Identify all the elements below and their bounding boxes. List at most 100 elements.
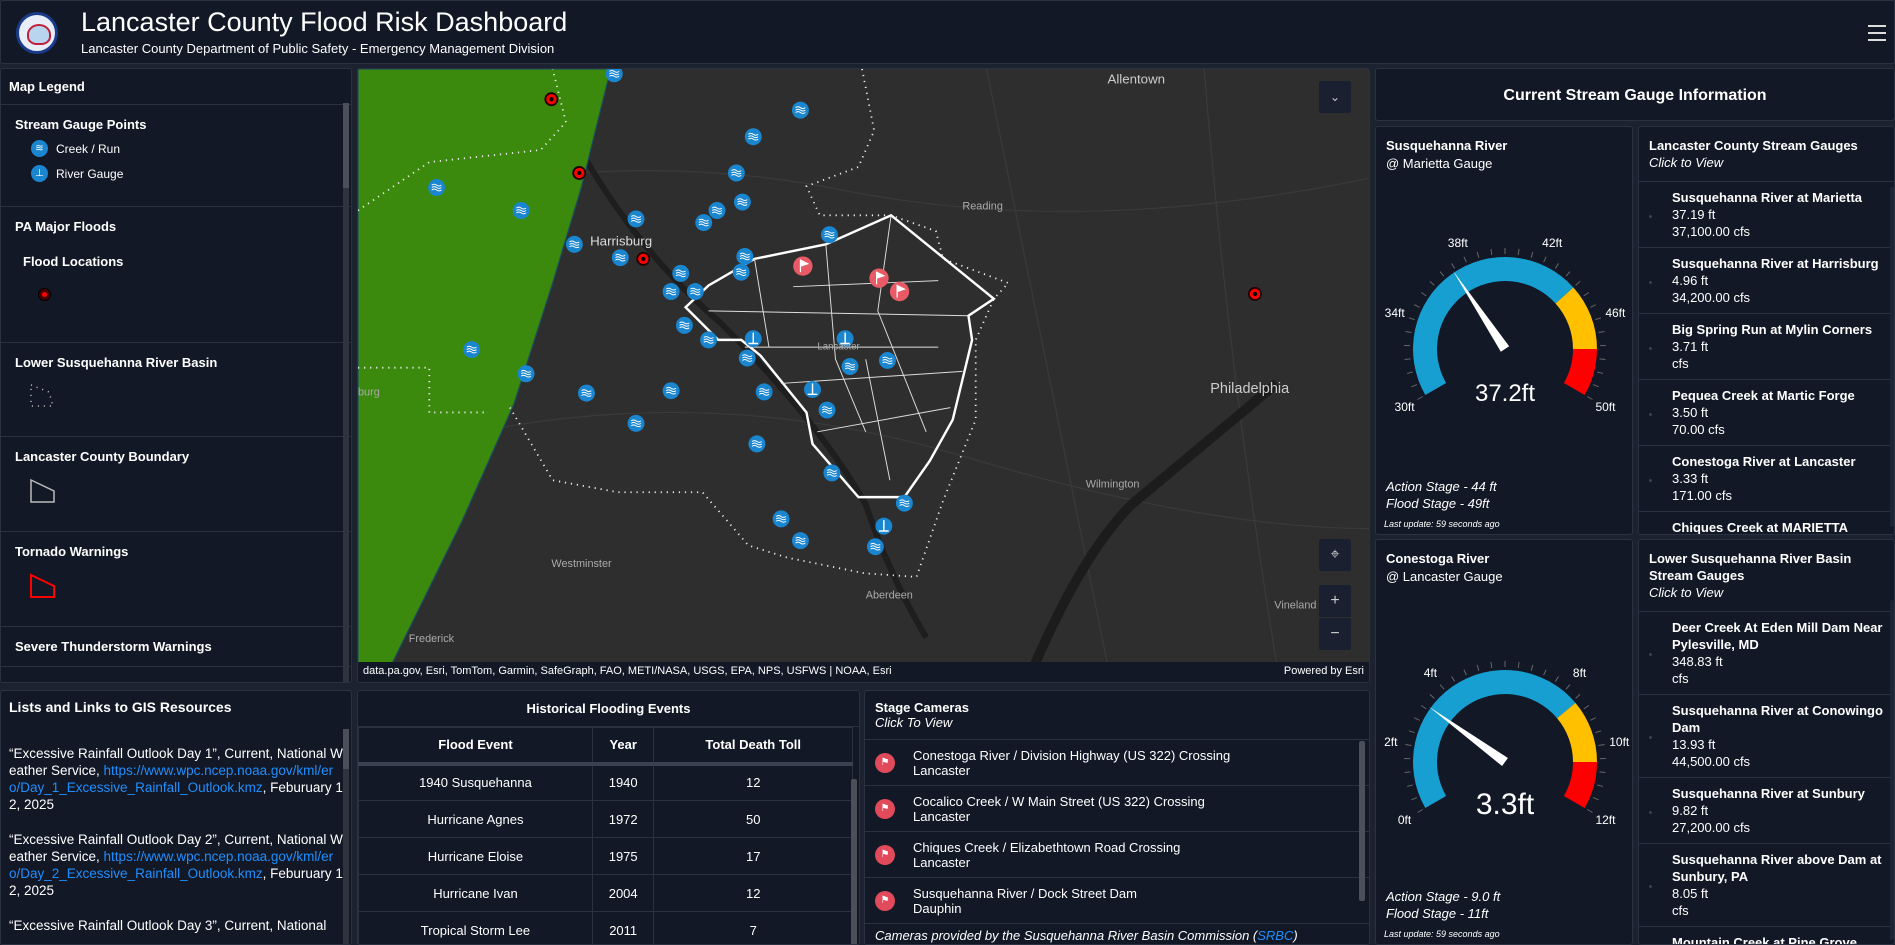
creek-gauge-marker[interactable] — [733, 193, 751, 211]
creek-gauge-marker[interactable] — [605, 69, 623, 83]
powered-by-esri[interactable]: Powered by Esri — [1283, 665, 1364, 677]
creek-gauge-marker[interactable] — [823, 464, 841, 482]
river-gauge-marker[interactable] — [875, 517, 893, 535]
table-row[interactable]: 1940 Susquehanna 1940 12 — [358, 763, 853, 801]
gauge-list-item[interactable]: Susquehanna River at Sunbury 9.82 ft 27,20… — [1639, 778, 1894, 844]
camera-item[interactable]: ⚑ Conestoga River / Division Highway (US … — [865, 740, 1369, 786]
gauge-band-normal — [1413, 670, 1576, 808]
history-scrollbar[interactable] — [851, 779, 857, 944]
srbc-link[interactable]: SRBC — [1257, 928, 1294, 943]
creek-gauge-marker[interactable] — [672, 264, 690, 282]
locate-button[interactable]: ⌖ — [1319, 539, 1351, 571]
creek-gauge-marker[interactable] — [732, 263, 750, 281]
gauge-list-item[interactable]: Pequea Creek at Martic Forge 3.50 ft 70.00… — [1639, 380, 1894, 446]
list-scrollbar[interactable] — [1890, 600, 1894, 940]
gauge-list-item[interactable]: Conestoga River at Lancaster 3.33 ft 171.0… — [1639, 446, 1894, 512]
creek-gauge-marker[interactable] — [428, 179, 446, 196]
creek-gauge-marker[interactable] — [748, 435, 766, 453]
basin-boundary — [358, 69, 1010, 578]
gauge-list-item[interactable]: Susquehanna River at Conowingo Dam 13.93 … — [1639, 695, 1894, 778]
marietta-gauge-card[interactable]: Susquehanna River @ Marietta Gauge 30ft 34f… — [1375, 126, 1633, 535]
zoom-out-button[interactable]: − — [1319, 618, 1351, 650]
creek-gauge-marker[interactable] — [727, 164, 745, 182]
creek-gauge-marker[interactable] — [627, 210, 645, 228]
gauge-list-item[interactable]: Susquehanna River at Marietta 37.19 ft 37,… — [1639, 182, 1894, 248]
gauge-list-item[interactable]: Chiques Creek at MARIETTA2.62 ft — [1639, 512, 1894, 534]
cameras-scrollbar[interactable] — [1359, 741, 1365, 901]
gis-scrollbar[interactable] — [343, 729, 349, 944]
creek-gauge-marker[interactable] — [565, 235, 583, 253]
zoom-in-button[interactable]: + — [1319, 585, 1351, 617]
river-gauge-marker[interactable] — [744, 330, 762, 348]
creek-gauge-marker[interactable] — [627, 414, 645, 432]
creek-gauge-marker[interactable] — [695, 214, 713, 232]
page-subtitle: Lancaster County Department of Public Sa… — [81, 41, 555, 56]
stage-camera-marker[interactable] — [869, 268, 889, 288]
creek-gauge-marker[interactable] — [841, 358, 859, 375]
creek-gauge-marker[interactable] — [662, 283, 680, 300]
creek-gauge-marker[interactable] — [662, 382, 680, 400]
camera-item[interactable]: ⚑ Chiques Creek / Elizabethtown Road Cros… — [865, 832, 1369, 878]
map-view[interactable]: Allentown Reading Harrisburg Lancaster P… — [357, 68, 1370, 683]
gauge-tick — [1543, 669, 1547, 676]
gis-date: , Feburuary 12, 2025 — [9, 866, 343, 898]
map-legend-panel: Map Legend Stream Gauge Points ≋ Creek / … — [0, 68, 352, 683]
stage-camera-marker[interactable] — [793, 256, 813, 276]
gis-link[interactable]: https://www.wpc.ncep.noaa.gov/kml/ero/Da… — [9, 763, 334, 795]
flood-location-marker[interactable] — [636, 251, 651, 266]
column-header[interactable]: Flood Event — [358, 727, 593, 766]
table-row[interactable]: Hurricane Agnes 1972 50 — [358, 800, 853, 838]
legend-scrollbar-thumb[interactable] — [343, 103, 349, 188]
gauge-tick — [1517, 661, 1520, 668]
creek-gauge-marker[interactable] — [818, 401, 836, 419]
stage-camera-marker[interactable] — [889, 281, 910, 302]
creek-gauge-marker[interactable] — [578, 384, 595, 402]
creek-gauge-marker[interactable] — [463, 341, 481, 359]
gis-link[interactable]: https://www.wpc.ncep.noaa.gov/kml/ero/Da… — [9, 849, 334, 881]
flood-location-marker[interactable] — [544, 92, 559, 107]
creek-gauge-marker[interactable] — [611, 249, 629, 267]
creek-gauge-marker[interactable] — [772, 510, 790, 528]
creek-gauge-marker[interactable] — [879, 351, 896, 369]
creek-gauge-marker[interactable] — [791, 532, 809, 550]
gauge-stage: 348.83 ft — [1672, 654, 1723, 669]
camera-item[interactable]: ⚑ Susquehanna River / Dock Street Dam Daup… — [865, 878, 1369, 924]
gauge-list-item[interactable]: Mountain Creek at Pine Grove Furnace — [1639, 927, 1894, 944]
creek-gauge-marker[interactable] — [866, 538, 884, 556]
flood-location-marker[interactable] — [1248, 286, 1262, 301]
collapse-chevron-icon[interactable]: ⌄ — [1319, 81, 1351, 113]
creek-gauge-marker[interactable] — [791, 101, 809, 119]
gauge-list-item[interactable]: Susquehanna River above Dam at Sunbury, … — [1639, 844, 1894, 927]
column-header[interactable]: Year — [591, 727, 655, 766]
table-row[interactable]: Hurricane Eloise 1975 17 — [358, 837, 853, 875]
gauge-list-item[interactable]: Deer Creek At Eden Mill Dam Near Pylesvi… — [1639, 612, 1894, 695]
camera-item[interactable]: ⚑ Cocalico Creek / W Main Street (US 322)… — [865, 786, 1369, 832]
creek-gauge-marker[interactable] — [700, 331, 718, 349]
river-gauge-marker[interactable] — [804, 381, 821, 398]
gauge-list-item[interactable]: Susquehanna River at Harrisburg 4.96 ft 34… — [1639, 248, 1894, 314]
gauge-list-item[interactable]: Big Spring Run at Mylin Corners 3.71 ft cf… — [1639, 314, 1894, 380]
table-row[interactable]: Tropical Storm Lee 2011 7 — [358, 911, 853, 944]
lancaster-gauge-card[interactable]: Conestoga River @ Lancaster Gauge 0ft 2ft 4f… — [1375, 539, 1633, 945]
creek-gauge-marker[interactable] — [675, 316, 693, 334]
list-scrollbar[interactable] — [1890, 187, 1894, 527]
river-gauge-marker[interactable] — [836, 330, 854, 348]
creek-gauge-marker[interactable] — [686, 283, 704, 300]
map-canvas[interactable]: Allentown Reading Harrisburg Lancaster P… — [358, 69, 1370, 664]
creek-gauge-marker[interactable] — [738, 349, 756, 367]
creek-gauge-marker[interactable] — [755, 383, 773, 401]
last-update: Last update: 59 seconds ago — [1384, 929, 1500, 939]
creek-gauge-marker[interactable] — [708, 202, 726, 219]
gauge-band-action — [1555, 287, 1597, 349]
creek-gauge-marker[interactable] — [517, 365, 535, 383]
creek-gauge-marker[interactable] — [744, 128, 762, 146]
creek-gauge-marker[interactable] — [820, 226, 838, 244]
table-row[interactable]: Hurricane Ivan 2004 12 — [358, 874, 853, 912]
creek-gauge-marker[interactable] — [512, 202, 530, 219]
flood-location-marker[interactable] — [572, 166, 587, 180]
creek-gauge-marker[interactable] — [736, 247, 754, 265]
creek-gauge-marker[interactable] — [895, 494, 913, 512]
gis-text: “Excessive Rainfall Outlook Day 3”, Curr… — [9, 918, 327, 933]
column-header[interactable]: Total Death Toll — [653, 727, 853, 766]
hamburger-menu-icon[interactable] — [1868, 25, 1886, 46]
